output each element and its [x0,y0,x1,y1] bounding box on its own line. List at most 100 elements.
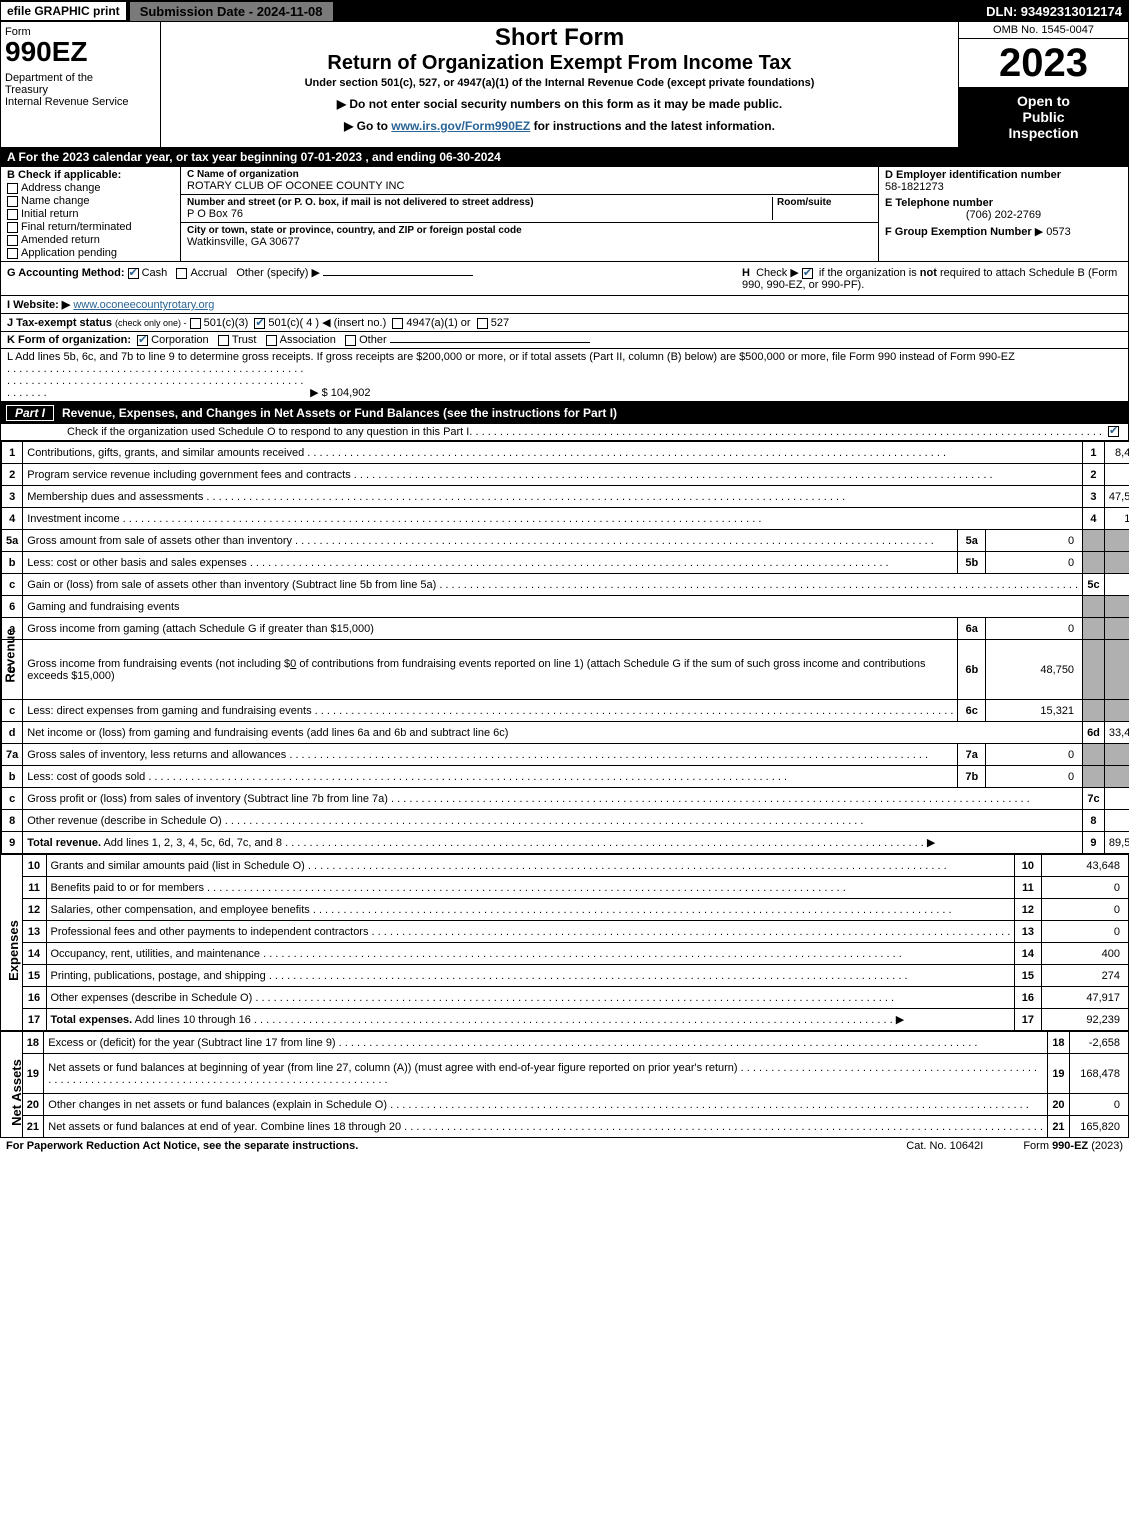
line-4: 4Investment income4177 [2,508,1129,530]
instruction-ssn: ▶ Do not enter social security numbers o… [167,97,952,111]
cb-501c[interactable] [254,318,265,329]
l-value: ▶ $ 104,902 [310,387,370,399]
cb-name-change[interactable]: Name change [7,195,174,207]
desc: Gross income from gaming (attach Schedul… [27,623,374,635]
line-18: 18Excess or (deficit) for the year (Subt… [22,1032,1128,1054]
val: 0 [1104,788,1129,810]
inspect1: Open to [1017,93,1070,109]
cb-label: Name change [21,195,90,207]
desc: Less: cost of goods sold [27,771,145,783]
efile-label[interactable]: efile GRAPHIC print [1,2,128,20]
desc: Excess or (deficit) for the year (Subtra… [48,1037,335,1049]
other-label: Other (specify) ▶ [236,267,320,279]
cb-address-change[interactable]: Address change [7,182,174,194]
cb-amended-return[interactable]: Amended return [7,234,174,246]
row-l: L Add lines 5b, 6c, and 7b to line 9 to … [0,349,1129,402]
desc: Gross income from fundraising events (no… [27,658,290,670]
top-bar: efile GRAPHIC print Submission Date - 20… [0,0,1129,22]
cb-trust[interactable] [218,335,229,346]
dln-number: DLN: 93492313012174 [980,2,1128,21]
h-text1: Check ▶ [756,267,802,279]
line-6c: cLess: direct expenses from gaming and f… [2,700,1129,722]
section-b: B Check if applicable: Address change Na… [1,167,181,261]
instr2-pre: ▶ Go to [344,119,391,133]
opt-501c: 501(c)( 4 ) ◀ (insert no.) [268,317,386,329]
title-short-form: Short Form [167,24,952,52]
opt-corp: Corporation [151,334,208,346]
subval: 0 [986,530,1083,552]
open-to-public: Open to Public Inspection [959,87,1128,147]
d-ein-label: D Employer identification number [885,169,1122,181]
cb-accrual[interactable] [176,268,187,279]
cb-label: Application pending [21,247,117,259]
val: 33,429 [1104,722,1129,744]
desc: Gross profit or (loss) from sales of inv… [27,793,388,805]
desc: Gross sales of inventory, less returns a… [27,749,286,761]
line-10: 10Grants and similar amounts paid (list … [22,855,1128,877]
cb-corp[interactable] [137,335,148,346]
desc: Investment income [27,513,119,525]
opt-501c3: 501(c)(3) [204,317,249,329]
line-6: 6Gaming and fundraising events [2,596,1129,618]
cb-schedule-o[interactable] [1108,426,1119,437]
other-org-input[interactable] [390,342,590,343]
website-link[interactable]: www.oconeecountyrotary.org [73,299,214,311]
val: 274 [1041,965,1128,987]
org-city: Watkinsville, GA 30677 [187,236,872,248]
opt-other: Other [359,334,387,346]
cb-501c3[interactable] [190,318,201,329]
accrual-label: Accrual [190,267,227,279]
line-6d: dNet income or (loss) from gaming and fu… [2,722,1129,744]
cb-label: Amended return [21,234,100,246]
section-def: D Employer identification number 58-1821… [878,167,1128,261]
inspect2: Public [1022,109,1064,125]
opt-527: 527 [491,317,509,329]
subval: 0 [986,552,1083,574]
line-16: 16Other expenses (describe in Schedule O… [22,987,1128,1009]
cb-cash[interactable] [128,268,139,279]
instr2-post: for instructions and the latest informat… [530,119,775,133]
val: 0 [1069,1094,1128,1116]
subval: 0 [986,618,1083,640]
subtitle: Under section 501(c), 527, or 4947(a)(1)… [167,77,952,89]
grp-value: ▶ 0573 [1035,226,1071,238]
cb-final-return[interactable]: Final return/terminated [7,221,174,233]
other-input[interactable] [323,275,473,276]
val: 400 [1041,943,1128,965]
h-label: H [742,267,750,279]
cb-h-check[interactable] [802,268,813,279]
part-i-check: Check if the organization used Schedule … [0,424,1129,441]
val: 177 [1104,508,1129,530]
subval: 0 [986,766,1083,788]
form-header: Form 990EZ Department of theTreasuryInte… [0,22,1129,148]
desc: Benefits paid to or for members [51,882,204,894]
desc: Other revenue (describe in Schedule O) [27,815,221,827]
title-return: Return of Organization Exempt From Incom… [167,52,952,75]
cb-initial-return[interactable]: Initial return [7,208,174,220]
val: 89,581 [1104,832,1129,854]
cb-4947[interactable] [392,318,403,329]
submission-date: Submission Date - 2024-11-08 [130,2,333,21]
row-k: K Form of organization: Corporation Trus… [0,332,1129,349]
val: 0 [1104,464,1129,486]
irs-link[interactable]: www.irs.gov/Form990EZ [391,119,530,133]
ein-value: 58-1821273 [885,181,1122,193]
cb-assoc[interactable] [266,335,277,346]
cb-527[interactable] [477,318,488,329]
desc: Less: cost or other basis and sales expe… [27,557,247,569]
desc: Gross amount from sale of assets other t… [27,535,292,547]
check-text: Check if the organization used Schedule … [67,426,469,438]
line-13: 13Professional fees and other payments t… [22,921,1128,943]
j-sm: (check only one) - [115,318,187,328]
cb-application-pending[interactable]: Application pending [7,247,174,259]
expenses-table: 10Grants and similar amounts paid (list … [22,854,1129,1031]
line-9: 9Total revenue. Add lines 1, 2, 3, 4, 5c… [2,832,1129,854]
b-header: B Check if applicable: [7,169,174,181]
val: 0 [1041,899,1128,921]
opt-4947: 4947(a)(1) or [406,317,470,329]
department-label: Department of theTreasuryInternal Revenu… [5,72,156,108]
desc: Grants and similar amounts paid (list in… [51,860,305,872]
f-grp-label: F Group Exemption Number [885,226,1032,238]
tax-year: 2023 [959,39,1128,87]
cb-other[interactable] [345,335,356,346]
